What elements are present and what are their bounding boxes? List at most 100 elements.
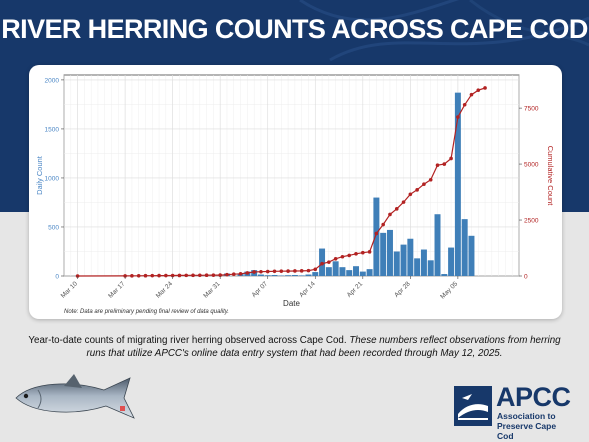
bar-daily-count (461, 219, 468, 276)
point-cumulative-count (394, 207, 399, 211)
point-cumulative-count (313, 267, 318, 272)
bar-daily-count (400, 244, 407, 276)
bar-daily-count (312, 272, 319, 276)
bar-daily-count (407, 238, 414, 276)
point-cumulative-count (367, 250, 372, 254)
point-cumulative-count (272, 269, 277, 274)
apcc-logo: APCC Association to Preserve Cape Cod (454, 382, 571, 441)
x-tick-label: Mar 17 (107, 280, 127, 300)
bar-daily-count (427, 260, 434, 276)
point-cumulative-count (286, 269, 290, 273)
point-cumulative-count (177, 273, 182, 278)
point-cumulative-count (204, 273, 209, 278)
bar-daily-count (271, 275, 278, 276)
bar-daily-count (373, 197, 380, 276)
y-left-tick-label: 2000 (45, 77, 60, 84)
point-cumulative-count (361, 250, 365, 255)
point-cumulative-count (462, 102, 467, 107)
bar-daily-count (346, 270, 353, 276)
bar-daily-count (285, 275, 292, 276)
bar-daily-count (359, 271, 366, 276)
bar-daily-count (386, 229, 393, 276)
point-cumulative-count (435, 163, 440, 167)
bar-daily-count (380, 232, 387, 276)
point-cumulative-count (381, 222, 385, 227)
x-tick-label: Mar 24 (155, 280, 175, 300)
y-right-tick-label: 5000 (524, 162, 539, 169)
point-cumulative-count (374, 231, 379, 236)
point-cumulative-count (320, 261, 324, 266)
point-cumulative-count (422, 182, 426, 187)
point-cumulative-count (157, 273, 161, 278)
point-cumulative-count (306, 268, 311, 273)
bar-daily-count (448, 247, 455, 276)
point-cumulative-count (265, 269, 270, 274)
wave-decoration (299, 0, 589, 62)
fish-illustration (15, 374, 135, 419)
y-right-tick-label: 0 (524, 274, 528, 281)
bar-daily-count (393, 251, 400, 276)
point-cumulative-count (442, 162, 447, 166)
bar-daily-count (420, 249, 427, 276)
bar-daily-count (305, 274, 312, 276)
point-cumulative-count (428, 177, 433, 182)
point-cumulative-count (327, 260, 331, 264)
point-cumulative-count (225, 272, 229, 277)
point-cumulative-count (333, 256, 338, 261)
bar-daily-count (414, 258, 421, 276)
point-cumulative-count (198, 273, 202, 278)
bar-daily-count (441, 274, 448, 276)
y-left-axis-title: Daily Count (35, 155, 44, 195)
point-cumulative-count (231, 272, 236, 277)
chart-card: 0 500 1000 1500 2000 0 2500 5000 7500 Mar 10 Mar 1… (29, 65, 562, 319)
point-cumulative-count (299, 269, 304, 273)
point-cumulative-count (150, 273, 155, 278)
bar-daily-count (468, 235, 475, 276)
x-tick-label: Mar 31 (202, 280, 222, 300)
point-cumulative-count (170, 273, 175, 278)
y-right-axis-title: Cumulative Count (546, 146, 555, 207)
bar-daily-count (434, 214, 441, 276)
point-cumulative-count (476, 88, 481, 92)
point-cumulative-count (347, 253, 352, 258)
point-cumulative-count (184, 273, 189, 278)
x-tick-label: May 05 (439, 280, 459, 300)
caption-note: These numbers reflect observations from … (86, 335, 561, 359)
page-title: RIVER HERRING COUNTS ACROSS CAPE COD (1, 14, 588, 44)
y-left-tick-label: 1000 (45, 175, 60, 182)
bar-daily-count (264, 275, 271, 276)
y-right-tick-label: 7500 (524, 106, 539, 113)
point-cumulative-count (449, 156, 453, 161)
x-tick-label: Apr 21 (346, 280, 365, 299)
x-tick-label: Apr 14 (298, 280, 317, 299)
caption: Year-to-date counts of migrating river h… (22, 334, 567, 360)
plot-area (63, 74, 520, 277)
y-right-tick-label: 2500 (524, 218, 539, 225)
point-cumulative-count (293, 269, 297, 273)
point-cumulative-count (130, 274, 134, 278)
point-cumulative-count (252, 270, 256, 274)
bar-daily-count (454, 92, 461, 277)
point-cumulative-count (469, 92, 474, 97)
bar-daily-count (353, 266, 360, 276)
bar-daily-count (332, 261, 339, 276)
point-cumulative-count (238, 271, 243, 276)
bar-daily-count (325, 267, 332, 276)
point-cumulative-count (340, 254, 345, 259)
x-axis-title: Date (283, 299, 300, 308)
x-tick-label: Apr 07 (251, 280, 270, 299)
bar-daily-count (257, 274, 264, 276)
point-cumulative-count (259, 269, 263, 274)
point-cumulative-count (408, 192, 413, 197)
point-cumulative-count (136, 273, 141, 278)
caption-main: Year-to-date counts of migrating river h… (28, 335, 347, 346)
point-cumulative-count (354, 252, 358, 256)
herring-chart: 0 500 1000 1500 2000 0 2500 5000 7500 Mar 10 Mar 1… (35, 74, 555, 315)
y-left-tick-label: 0 (55, 274, 59, 281)
point-cumulative-count (143, 273, 148, 278)
x-tick-label: Apr 28 (393, 280, 412, 299)
point-cumulative-count (415, 188, 419, 192)
point-cumulative-count (218, 273, 222, 277)
point-cumulative-count (388, 212, 392, 217)
point-cumulative-count (245, 271, 250, 275)
